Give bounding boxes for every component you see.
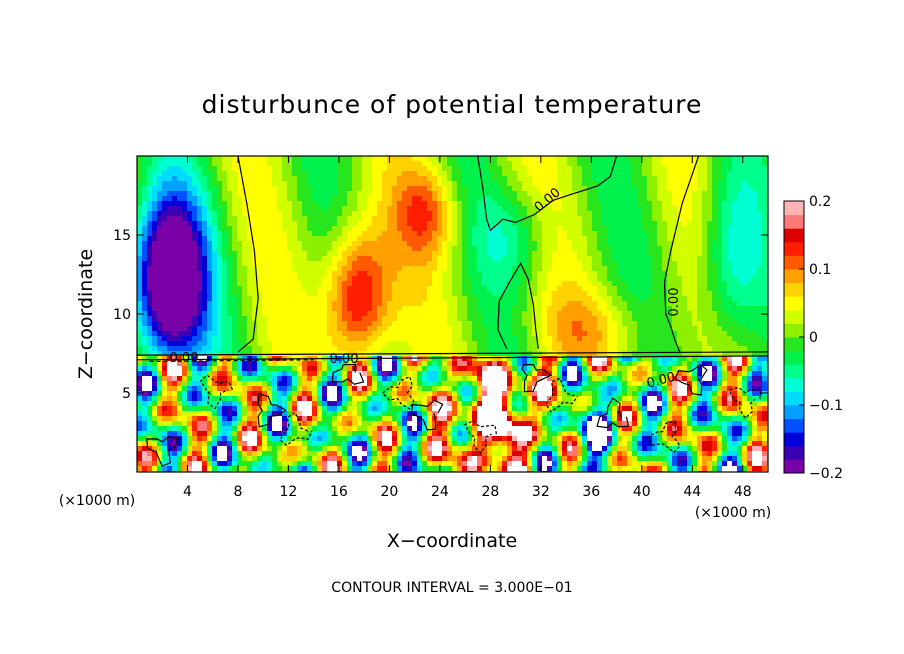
colorbar-label-1: 0.1 — [809, 262, 831, 278]
colorbar-segment-1 — [784, 445, 804, 460]
contour-lower-2 — [257, 393, 287, 428]
y-tick-label-2: 15 — [113, 228, 131, 244]
colorbar-label-3: −0.1 — [809, 398, 843, 414]
colorbar-segment-17 — [784, 228, 804, 243]
x-unit-left: (×1000 m) — [59, 493, 135, 509]
colorbar-segment-15 — [784, 255, 804, 270]
colorbar-label-4: −0.2 — [809, 466, 843, 482]
x-tick-label-9: 40 — [633, 484, 651, 500]
colorbar-segment-19 — [784, 201, 804, 216]
colorbar-segment-7 — [784, 364, 804, 379]
contour-label-3: 0.00 — [170, 351, 199, 366]
contour-top-middle — [477, 156, 618, 232]
colorbar-segment-14 — [784, 269, 804, 284]
x-tick-label-11: 48 — [734, 484, 752, 500]
colorbar-segment-3 — [784, 418, 804, 433]
colorbar-label-2: 0 — [809, 330, 818, 346]
colorbar-segment-4 — [784, 405, 804, 420]
y-tick-label-0: 5 — [122, 386, 131, 402]
x-tick-label-6: 28 — [481, 484, 499, 500]
contour-lower-12 — [674, 363, 708, 396]
colorbar-segment-11 — [784, 309, 804, 324]
contour-lower-10 — [596, 397, 630, 429]
y-axis-ticks: 5 10 15 — [113, 228, 768, 402]
x-tick-label-2: 12 — [280, 484, 298, 500]
contour-interface-dashed — [149, 359, 314, 362]
contour-label-4: 0.00 — [645, 370, 677, 392]
contour-lower-1 — [199, 374, 234, 410]
contour-lower-0 — [146, 435, 179, 467]
temperature-field — [137, 156, 768, 472]
x-unit-right: (×1000 m) — [695, 505, 771, 521]
x-tick-label-10: 44 — [683, 484, 701, 500]
x-axis-ticks: 4 8 12 16 20 24 28 32 36 40 44 48 — [183, 156, 752, 500]
colorbar-segment-13 — [784, 282, 804, 297]
contour-lower-11 — [647, 420, 681, 454]
x-axis-label: X−coordinate — [387, 530, 517, 552]
chart-title: disturbunce of potential temperature — [202, 90, 703, 119]
contour-lower-8 — [520, 364, 552, 393]
colorbar-segment-18 — [784, 214, 804, 229]
colorbar-segment-16 — [784, 241, 804, 256]
colorbar-label-0: 0.2 — [809, 194, 831, 210]
contour-lower-9 — [545, 377, 579, 413]
contour-left — [237, 156, 259, 353]
contour-lines — [137, 156, 768, 467]
x-tick-label-3: 16 — [330, 484, 348, 500]
contour-lower-5 — [381, 375, 415, 410]
y-tick-label-1: 10 — [113, 307, 131, 323]
contour-interface — [137, 351, 768, 356]
colorbar-segment-0 — [784, 459, 804, 474]
colorbar-segment-12 — [784, 296, 804, 311]
x-tick-label-7: 32 — [532, 484, 550, 500]
colorbar-segment-6 — [784, 377, 804, 392]
contour-label-2: 0.00 — [330, 352, 359, 367]
x-tick-label-4: 20 — [380, 484, 398, 500]
x-tick-label-8: 36 — [582, 484, 600, 500]
colorbar-segment-9 — [784, 337, 804, 352]
contour-lower-4 — [331, 364, 365, 385]
x-tick-label-0: 4 — [183, 484, 192, 500]
contour-lower-3 — [279, 411, 313, 447]
colorbar-segment-10 — [784, 323, 804, 338]
contour-lower-13 — [728, 386, 762, 420]
contour-label-1: 0.00 — [667, 288, 682, 317]
contour-lower-7 — [464, 420, 497, 454]
contour-interface-2 — [137, 355, 768, 361]
y-axis-label: Z−coordinate — [75, 249, 97, 379]
contour-inner-loop — [497, 262, 539, 350]
x-tick-label-5: 24 — [431, 484, 449, 500]
contour-lower-6 — [410, 399, 444, 431]
colorbar-segment-5 — [784, 391, 804, 406]
contour-interval-note: CONTOUR INTERVAL = 3.000E−01 — [331, 580, 572, 596]
colorbar: 0.2 0.1 0 −0.1 −0.2 — [783, 194, 843, 482]
colorbar-segment-8 — [784, 350, 804, 365]
contour-right — [663, 156, 700, 353]
x-tick-label-1: 8 — [233, 484, 242, 500]
colorbar-segment-2 — [784, 432, 804, 447]
